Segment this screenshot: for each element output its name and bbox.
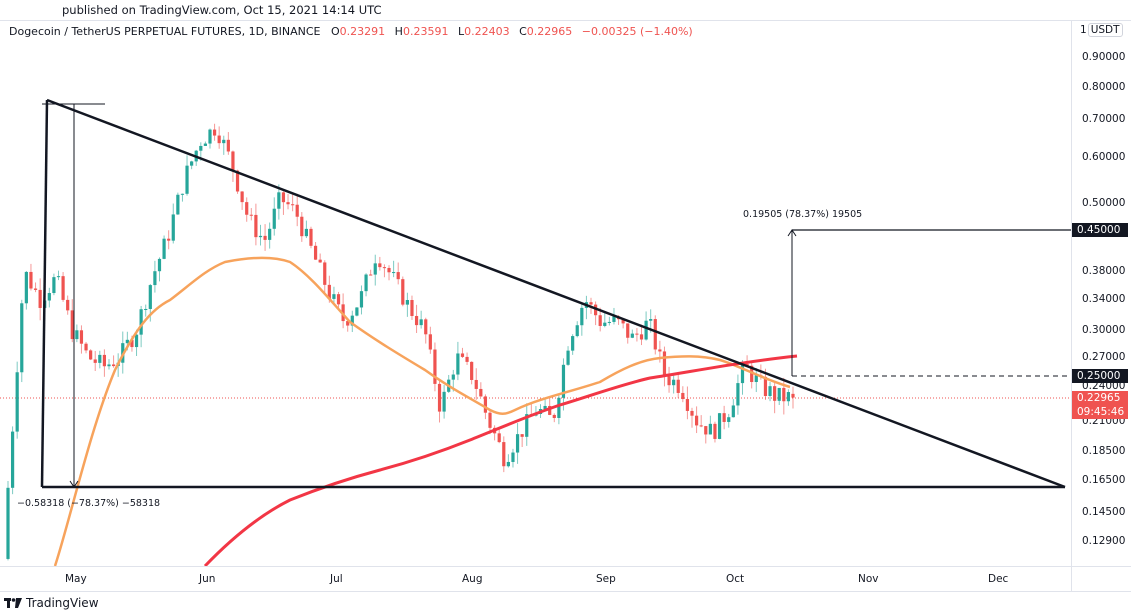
price-chart-canvas[interactable] — [0, 20, 1071, 566]
price-tick: 0.30000 — [1082, 324, 1126, 336]
close-label: C — [519, 25, 527, 38]
open-value: 0.23291 — [339, 25, 386, 38]
month-label: Jun — [199, 573, 216, 585]
breakout-price-tag: 0.25000 — [1072, 369, 1128, 383]
time-axis[interactable]: May Jun Jul Aug Sep Oct Nov Dec — [0, 566, 1071, 592]
target-measure-label: 0.19505 (78.37%) 19505 — [743, 209, 863, 220]
axis-corner — [1071, 566, 1131, 592]
price-tick: 0.14500 — [1082, 506, 1126, 518]
month-label: Dec — [988, 573, 1009, 585]
ma-200-line — [203, 354, 798, 566]
price-tick: 0.90000 — [1082, 51, 1126, 63]
month-label: Aug — [462, 573, 483, 585]
published-text: published on TradingView.com, Oct 15, 20… — [62, 3, 382, 17]
drop-measure-label: −0.58318 (−78.37%) −58318 — [17, 498, 161, 509]
ma-50-line — [53, 256, 791, 566]
month-label: Jul — [330, 573, 343, 585]
price-tick: 0.12900 — [1082, 535, 1126, 547]
currency-selector[interactable]: 1 USDT — [1080, 23, 1123, 37]
drop-measure-arrowhead-icon — [69, 480, 79, 488]
currency-prefix: 1 — [1080, 24, 1087, 36]
low-value: 0.22403 — [464, 25, 510, 38]
price-tick: 0.50000 — [1082, 197, 1126, 209]
close-value: 0.22965 — [526, 25, 573, 38]
price-tick: 0.16500 — [1082, 474, 1126, 486]
countdown-timer: 09:45:46 — [1077, 406, 1125, 418]
published-banner: published on TradingView.com, Oct 15, 20… — [0, 0, 1131, 20]
triangle-upper-trendline — [46, 98, 1066, 489]
change-value: −0.00325 (−1.40%) — [581, 25, 693, 38]
high-value: 0.23591 — [402, 25, 449, 38]
last-price-tag: 0.22965 09:45:46 — [1072, 391, 1128, 419]
month-label: Oct — [726, 573, 745, 585]
month-label: May — [65, 573, 87, 585]
last-price-value: 0.22965 — [1077, 392, 1121, 404]
price-tick: 0.38000 — [1082, 265, 1126, 277]
currency-unit: USDT — [1087, 23, 1123, 37]
tradingview-logo-icon — [4, 598, 22, 608]
price-tick: 0.60000 — [1082, 151, 1126, 163]
price-tick: 0.18500 — [1082, 445, 1126, 457]
candlestick-series — [6, 123, 795, 561]
price-tick: 0.80000 — [1082, 81, 1126, 93]
tradingview-brand[interactable]: TradingView — [4, 596, 99, 610]
price-tick: 0.34000 — [1082, 293, 1126, 305]
high-label: H — [394, 25, 403, 38]
symbol-title[interactable]: Dogecoin / TetherUS PERPETUAL FUTURES, 1… — [9, 25, 321, 38]
price-tick: 0.24000 — [1082, 380, 1126, 392]
symbol-legend: Dogecoin / TetherUS PERPETUAL FUTURES, 1… — [9, 24, 693, 40]
triangle-left-edge — [40, 99, 49, 488]
price-axis[interactable]: 0.90000 0.80000 0.70000 0.60000 0.50000 0.380… — [1071, 20, 1131, 566]
chart-frame — [0, 20, 1131, 591]
low-label: L — [457, 25, 465, 38]
open-label: O — [331, 25, 340, 38]
price-tick: 0.27000 — [1082, 351, 1126, 363]
target-price-tag: 0.45000 — [1072, 223, 1128, 237]
price-tick: 0.70000 — [1082, 113, 1126, 125]
month-label: Nov — [858, 573, 879, 585]
month-label: Sep — [596, 573, 616, 585]
brand-name: TradingView — [26, 596, 99, 610]
